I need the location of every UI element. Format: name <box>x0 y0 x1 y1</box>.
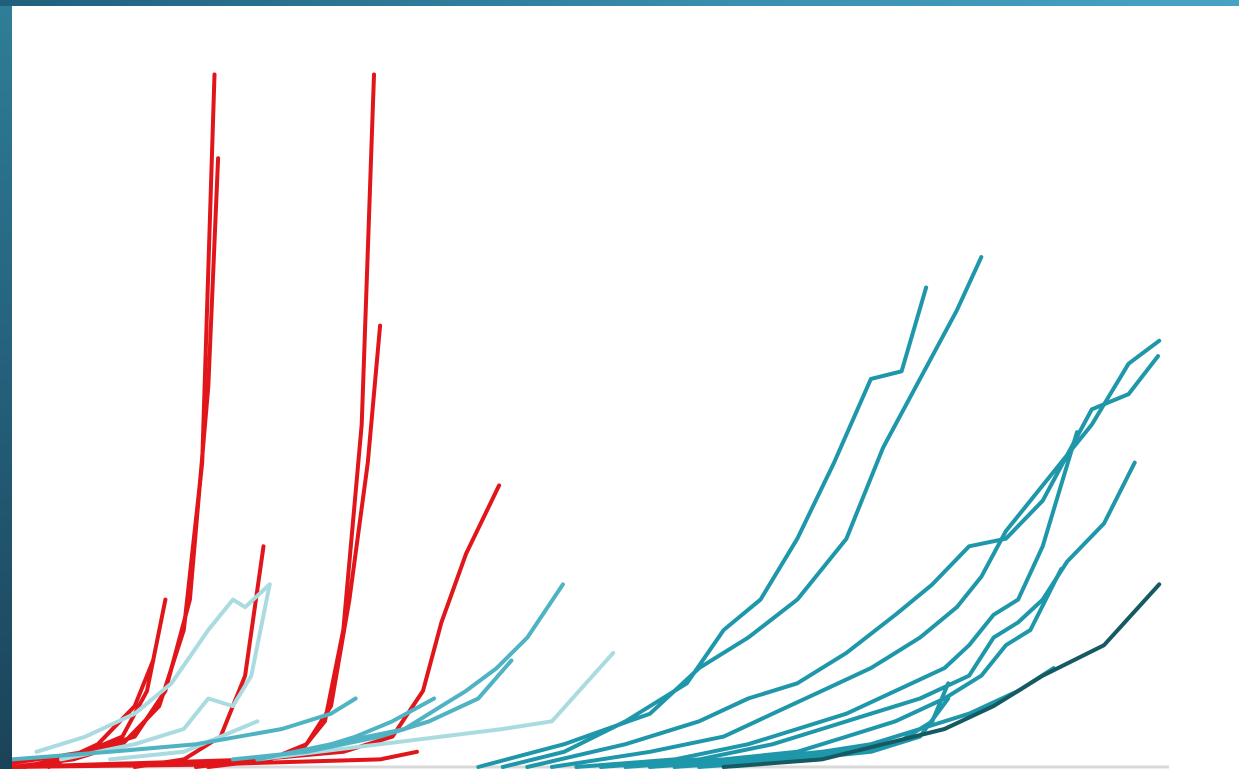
series-line-22 <box>574 430 1079 769</box>
series-line-18 <box>500 285 929 769</box>
series-line-17 <box>230 658 514 762</box>
line-chart <box>12 72 1169 769</box>
series-line-21 <box>549 354 1160 769</box>
series-line-2 <box>12 156 221 766</box>
series-group <box>12 72 1162 769</box>
series-line-14 <box>12 696 358 762</box>
series-line-10 <box>34 582 272 754</box>
series-line-23 <box>599 460 1137 769</box>
series-line-19 <box>476 255 984 769</box>
chart-panel <box>12 6 1239 769</box>
series-line-24 <box>623 567 1064 769</box>
series-line-11 <box>59 582 272 762</box>
series-line-9 <box>12 749 419 769</box>
series-line-20 <box>525 338 1162 769</box>
series-line-15 <box>255 582 565 762</box>
series-line-28 <box>721 582 1162 769</box>
series-line-16 <box>304 696 437 754</box>
series-line-6 <box>194 72 376 769</box>
series-line-13 <box>255 650 616 762</box>
top-accent-bar <box>0 0 1239 6</box>
series-line-8 <box>12 483 502 769</box>
